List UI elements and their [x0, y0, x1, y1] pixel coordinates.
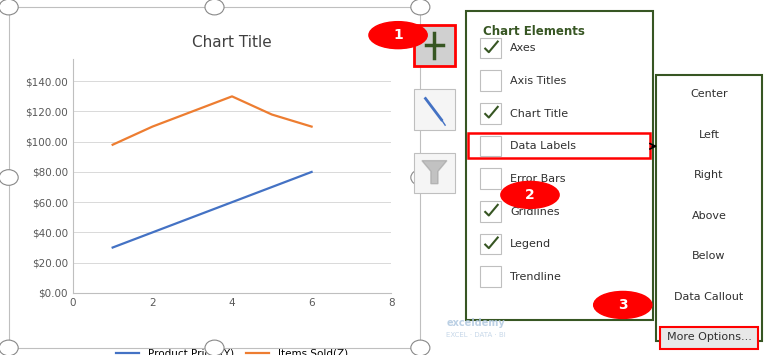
- FancyBboxPatch shape: [480, 38, 502, 58]
- FancyBboxPatch shape: [469, 133, 650, 158]
- Text: Gridlines: Gridlines: [510, 207, 560, 217]
- Text: Above: Above: [692, 211, 726, 221]
- FancyBboxPatch shape: [480, 136, 502, 156]
- Text: More Options...: More Options...: [667, 332, 752, 342]
- Legend: Product Price (Y), Items Sold(Z): Product Price (Y), Items Sold(Z): [112, 344, 352, 355]
- Circle shape: [205, 0, 224, 15]
- Title: Chart Title: Chart Title: [193, 36, 272, 50]
- FancyBboxPatch shape: [414, 89, 455, 130]
- FancyBboxPatch shape: [480, 234, 502, 254]
- Text: EXCEL · DATA · BI: EXCEL · DATA · BI: [446, 333, 505, 338]
- Text: Chart Elements: Chart Elements: [483, 26, 585, 38]
- Circle shape: [205, 340, 224, 355]
- FancyBboxPatch shape: [414, 25, 455, 66]
- Text: Right: Right: [694, 170, 724, 180]
- FancyBboxPatch shape: [480, 266, 502, 287]
- Text: Data Callout: Data Callout: [674, 292, 744, 302]
- Text: Trendline: Trendline: [510, 272, 561, 282]
- Text: 3: 3: [618, 298, 627, 312]
- Circle shape: [0, 170, 18, 185]
- FancyBboxPatch shape: [657, 75, 762, 341]
- Text: Axis Titles: Axis Titles: [510, 76, 567, 86]
- Text: Left: Left: [699, 130, 719, 140]
- FancyBboxPatch shape: [480, 103, 502, 124]
- FancyBboxPatch shape: [480, 168, 502, 189]
- FancyBboxPatch shape: [660, 327, 758, 349]
- Text: Data Labels: Data Labels: [510, 141, 576, 151]
- FancyBboxPatch shape: [480, 70, 502, 91]
- Polygon shape: [422, 160, 447, 184]
- Circle shape: [411, 0, 430, 15]
- Text: Axes: Axes: [510, 43, 537, 53]
- Text: Chart Title: Chart Title: [510, 109, 568, 119]
- Circle shape: [411, 170, 430, 185]
- Circle shape: [0, 0, 18, 15]
- Text: 2: 2: [525, 188, 535, 202]
- FancyBboxPatch shape: [480, 201, 502, 222]
- Circle shape: [0, 340, 18, 355]
- FancyBboxPatch shape: [414, 153, 455, 193]
- Text: exceldemy: exceldemy: [446, 318, 505, 328]
- Text: Error Bars: Error Bars: [510, 174, 566, 184]
- Text: Below: Below: [693, 251, 726, 261]
- Text: 1: 1: [393, 28, 403, 42]
- Text: Legend: Legend: [510, 239, 551, 249]
- Text: Center: Center: [690, 89, 728, 99]
- Circle shape: [411, 340, 430, 355]
- FancyBboxPatch shape: [466, 11, 653, 320]
